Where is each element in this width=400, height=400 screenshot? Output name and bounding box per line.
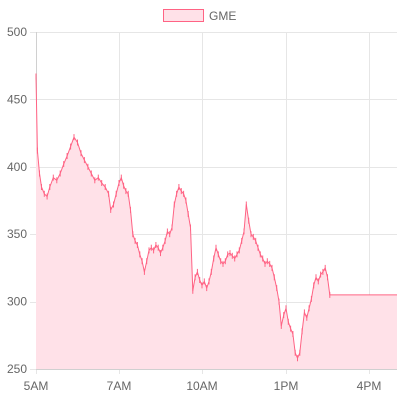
y-tick-label: 300 xyxy=(7,295,27,309)
y-tick-label: 350 xyxy=(7,227,27,241)
y-tick-label: 400 xyxy=(7,160,27,174)
gme-area-fill xyxy=(36,77,397,370)
x-tick-label: 5AM xyxy=(24,379,49,393)
x-tick-label: 7AM xyxy=(107,379,132,393)
legend-swatch xyxy=(164,10,204,22)
x-tick-label: 1PM xyxy=(274,379,299,393)
y-tick-label: 500 xyxy=(7,25,27,39)
y-tick-label: 250 xyxy=(7,362,27,376)
x-tick-label: 10AM xyxy=(186,379,217,393)
chart-legend[interactable]: GME xyxy=(164,9,237,23)
legend-label: GME xyxy=(209,9,236,23)
y-tick-label: 450 xyxy=(7,92,27,106)
x-tick-label: 4PM xyxy=(357,379,382,393)
chart-area-layer xyxy=(36,74,397,370)
